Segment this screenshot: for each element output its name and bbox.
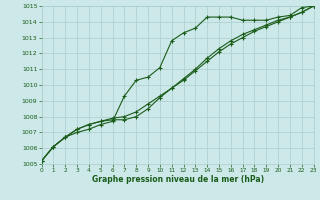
X-axis label: Graphe pression niveau de la mer (hPa): Graphe pression niveau de la mer (hPa) <box>92 175 264 184</box>
